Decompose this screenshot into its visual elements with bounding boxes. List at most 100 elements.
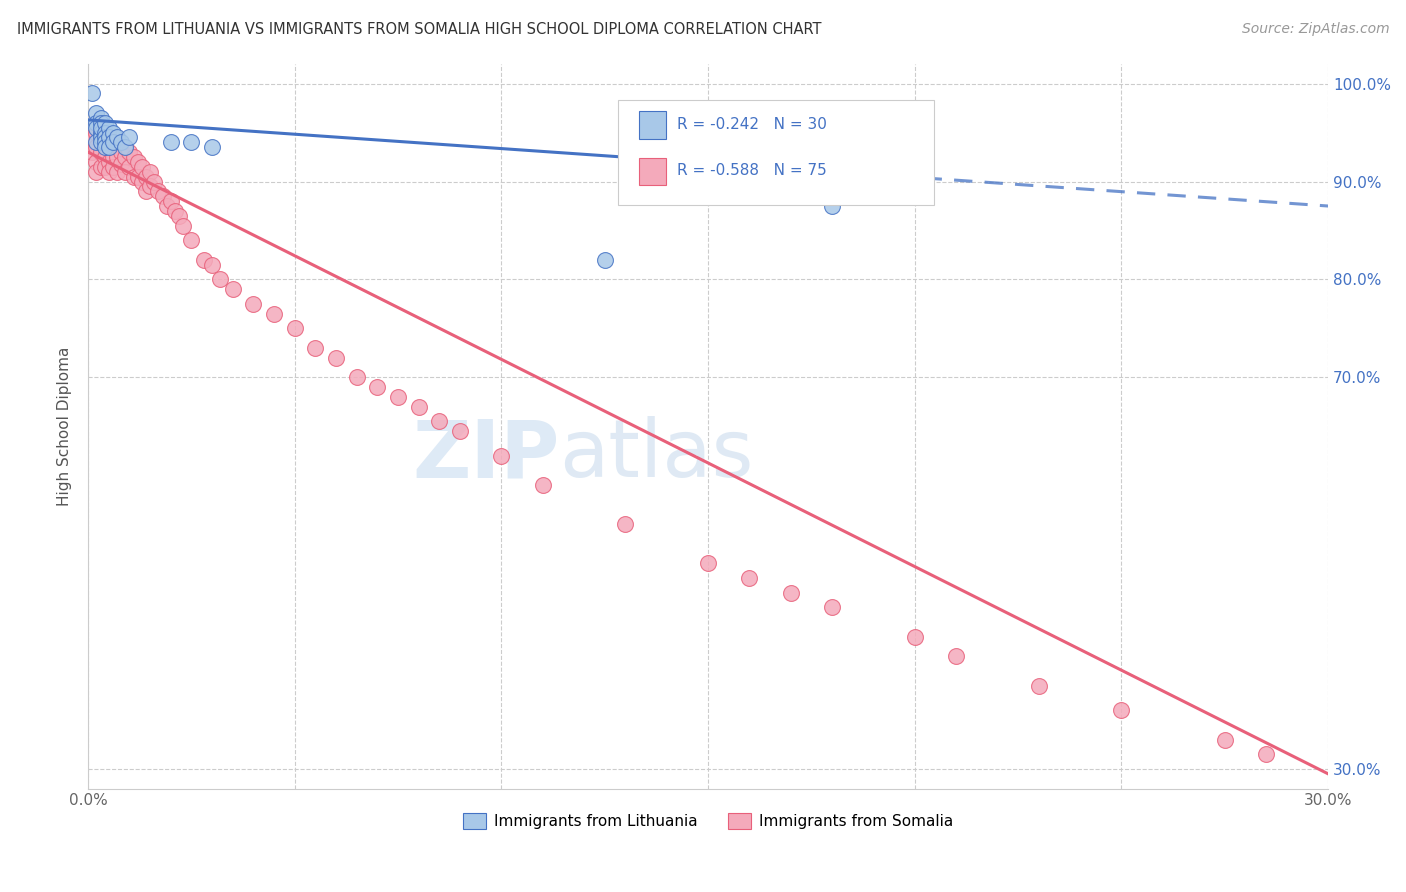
- Point: [284, 321, 307, 335]
- Point: [86, 120, 108, 135]
- Point: [1256, 747, 1278, 762]
- Point: [82, 145, 104, 160]
- Point: [118, 130, 141, 145]
- Point: [122, 150, 145, 164]
- Point: [86, 106, 108, 120]
- Point: [110, 136, 132, 150]
- Point: [904, 630, 927, 644]
- Point: [90, 111, 112, 125]
- Point: [531, 478, 554, 492]
- Bar: [638, 112, 666, 138]
- Point: [201, 140, 224, 154]
- Point: [263, 307, 285, 321]
- Point: [90, 160, 112, 174]
- Point: [779, 585, 801, 599]
- Point: [118, 145, 141, 160]
- Point: [97, 165, 120, 179]
- Point: [101, 126, 124, 140]
- Point: [93, 126, 115, 140]
- Point: [93, 130, 115, 145]
- Point: [156, 199, 179, 213]
- Point: [105, 165, 128, 179]
- Point: [90, 130, 112, 145]
- Point: [1213, 732, 1236, 747]
- Point: [82, 87, 104, 101]
- Point: [139, 165, 162, 179]
- Point: [90, 126, 112, 140]
- Point: [93, 150, 115, 164]
- Point: [222, 282, 245, 296]
- Point: [90, 116, 112, 130]
- Text: atlas: atlas: [560, 417, 754, 494]
- Point: [114, 140, 136, 154]
- Y-axis label: High School Diploma: High School Diploma: [58, 347, 72, 506]
- Point: [449, 424, 471, 438]
- Point: [90, 130, 112, 145]
- Point: [738, 571, 761, 585]
- Point: [152, 189, 174, 203]
- Point: [93, 136, 115, 150]
- Point: [86, 136, 108, 150]
- Point: [105, 150, 128, 164]
- Point: [97, 155, 120, 169]
- Point: [593, 252, 616, 267]
- Point: [242, 297, 264, 311]
- Point: [97, 130, 120, 145]
- Point: [97, 130, 120, 145]
- Point: [163, 203, 186, 218]
- Point: [131, 160, 153, 174]
- Point: [131, 175, 153, 189]
- Point: [101, 136, 124, 150]
- Point: [167, 209, 190, 223]
- Text: ZIP: ZIP: [412, 417, 560, 494]
- Point: [93, 160, 115, 174]
- Point: [90, 120, 112, 135]
- Point: [325, 351, 347, 365]
- Point: [135, 169, 157, 184]
- Point: [82, 130, 104, 145]
- Point: [408, 400, 430, 414]
- Bar: [638, 158, 666, 185]
- Point: [172, 219, 194, 233]
- Point: [429, 414, 451, 428]
- Point: [86, 116, 108, 130]
- Point: [201, 258, 224, 272]
- Point: [114, 150, 136, 164]
- Point: [697, 557, 720, 571]
- Text: IMMIGRANTS FROM LITHUANIA VS IMMIGRANTS FROM SOMALIA HIGH SCHOOL DIPLOMA CORRELA: IMMIGRANTS FROM LITHUANIA VS IMMIGRANTS …: [17, 22, 821, 37]
- Point: [105, 140, 128, 154]
- Point: [86, 165, 108, 179]
- Point: [93, 140, 115, 154]
- Point: [614, 517, 637, 532]
- Point: [97, 120, 120, 135]
- Point: [135, 184, 157, 198]
- Point: [148, 184, 170, 198]
- Point: [86, 126, 108, 140]
- Text: Source: ZipAtlas.com: Source: ZipAtlas.com: [1241, 22, 1389, 37]
- Point: [127, 155, 149, 169]
- Point: [90, 145, 112, 160]
- Point: [86, 140, 108, 154]
- Point: [159, 136, 181, 150]
- FancyBboxPatch shape: [617, 100, 934, 205]
- Point: [1028, 679, 1050, 693]
- Point: [93, 116, 115, 130]
- Point: [193, 252, 215, 267]
- Point: [97, 140, 120, 154]
- Point: [122, 169, 145, 184]
- Point: [114, 165, 136, 179]
- Point: [143, 175, 166, 189]
- Point: [180, 136, 202, 150]
- Point: [118, 160, 141, 174]
- Point: [86, 155, 108, 169]
- Point: [139, 179, 162, 194]
- Point: [945, 649, 967, 664]
- Point: [491, 449, 513, 463]
- Point: [110, 145, 132, 160]
- Point: [346, 370, 368, 384]
- Point: [387, 390, 409, 404]
- Point: [110, 157, 132, 171]
- Point: [101, 150, 124, 164]
- Point: [101, 160, 124, 174]
- Point: [821, 199, 844, 213]
